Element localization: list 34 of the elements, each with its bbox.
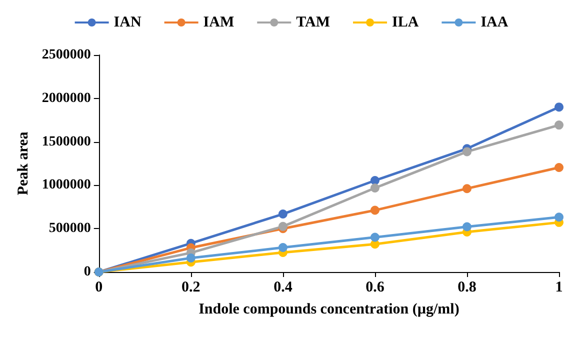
legend-label: IAA — [480, 14, 508, 30]
point — [554, 162, 564, 172]
x-tick-label: 0 — [95, 280, 103, 296]
x-tick-label: 0.6 — [366, 280, 385, 296]
y-tick-label: 1000000 — [42, 178, 91, 193]
legend-label: IAN — [114, 14, 142, 30]
y-tick-label: 2500000 — [42, 48, 91, 62]
legend-label: TAM — [296, 14, 330, 30]
x-tick-label: 1 — [555, 280, 563, 296]
point — [554, 212, 564, 222]
y-tick-label: 500000 — [48, 221, 91, 236]
point — [370, 183, 380, 192]
point — [186, 254, 196, 263]
point — [462, 184, 472, 194]
point — [554, 120, 564, 130]
x-tick-label: 0.2 — [182, 280, 200, 296]
x-tick-label: 0.4 — [274, 280, 293, 296]
y-axis-title: Peak area — [16, 131, 32, 196]
point — [278, 210, 288, 219]
legend-label: ILA — [392, 14, 419, 30]
point — [554, 102, 564, 112]
x-tick-label: 0.8 — [458, 280, 476, 296]
y-tick-label: 0 — [84, 264, 91, 280]
point — [370, 206, 380, 215]
point — [370, 176, 380, 186]
point — [370, 232, 380, 242]
point — [278, 222, 288, 231]
y-tick-label: 2000000 — [42, 90, 91, 106]
point — [462, 147, 472, 156]
x-axis-title: Indole compounds concentration (µg/ml) — [198, 302, 460, 318]
point — [462, 222, 472, 232]
legend-label: IAM — [203, 14, 234, 30]
point — [278, 243, 288, 252]
y-tick-label: 1500000 — [42, 134, 91, 150]
